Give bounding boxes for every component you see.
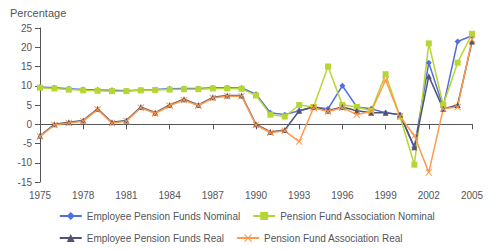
svg-text:1984: 1984 [158,190,181,201]
svg-text:1987: 1987 [202,190,225,201]
svg-text:1978: 1978 [72,190,95,201]
svg-text:10: 10 [21,80,33,91]
svg-text:1993: 1993 [288,190,311,201]
svg-text:Employee Pension Funds Nominal: Employee Pension Funds Nominal [87,211,240,222]
svg-text:-5: -5 [23,138,32,149]
svg-text:1981: 1981 [115,190,138,201]
svg-text:Pension Fund Association Real: Pension Fund Association Real [264,233,402,244]
svg-text:1996: 1996 [331,190,354,201]
svg-text:1990: 1990 [245,190,268,201]
svg-text:Percentage: Percentage [10,7,66,19]
svg-text:5: 5 [26,100,32,111]
svg-text:Pension Fund Association Nomin: Pension Fund Association Nominal [280,211,435,222]
svg-text:2005: 2005 [461,190,484,201]
svg-text:20: 20 [21,42,33,53]
svg-text:-10: -10 [18,157,33,168]
svg-text:1975: 1975 [29,190,52,201]
svg-text:Employee Pension Funds Real: Employee Pension Funds Real [87,233,224,244]
svg-text:1999: 1999 [374,190,397,201]
svg-text:25: 25 [21,23,33,34]
svg-text:2002: 2002 [418,190,441,201]
svg-text:-15: -15 [18,177,33,188]
svg-text:15: 15 [21,61,33,72]
svg-text:0: 0 [26,119,32,130]
